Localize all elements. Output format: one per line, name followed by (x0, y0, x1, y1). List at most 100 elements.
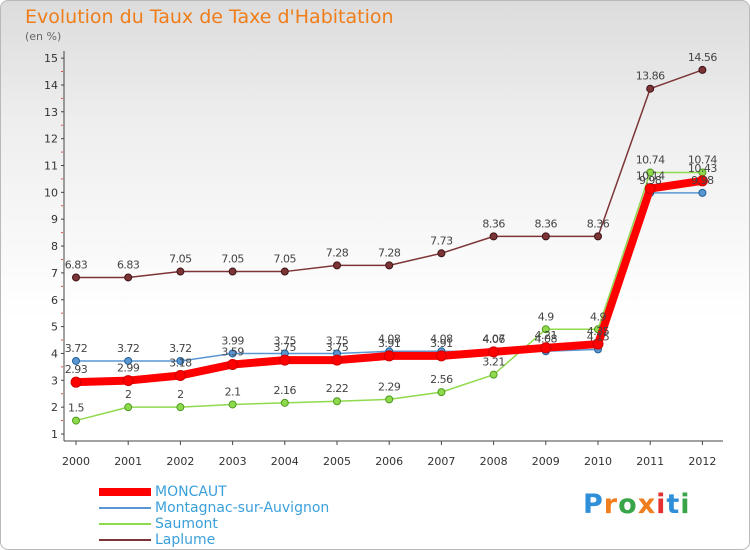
data-point (122, 375, 134, 387)
x-tick-label: 2001 (114, 455, 142, 468)
data-label: 2.1 (225, 385, 241, 398)
data-point (331, 354, 343, 366)
y-tick-label: 4 (51, 347, 58, 360)
data-point (280, 398, 289, 407)
data-point (541, 232, 550, 241)
data-label: 4.07 (482, 333, 505, 346)
data-label: 13.86 (636, 70, 665, 83)
data-point (488, 346, 500, 358)
data-point (489, 232, 498, 241)
data-label: 7.05 (221, 253, 244, 266)
data-label: 10.74 (688, 153, 717, 166)
logo-letter: i (656, 489, 667, 520)
data-label: 4.9 (590, 310, 606, 323)
data-point (280, 267, 289, 276)
x-tick-label: 2005 (323, 455, 351, 468)
data-label: 4.08 (378, 332, 401, 345)
data-point (385, 395, 394, 404)
data-point (228, 267, 237, 276)
data-point (489, 370, 498, 379)
data-label: 2 (177, 388, 184, 401)
y-tick-label: 7 (51, 267, 58, 280)
data-label: 14.56 (688, 51, 717, 64)
data-point (385, 261, 394, 270)
data-label: 6.83 (65, 258, 88, 271)
logo-letter: P (583, 489, 604, 520)
data-point (592, 338, 604, 350)
data-label: 2.29 (378, 380, 401, 393)
logo-letter: o (618, 489, 638, 520)
y-tick-label: 5 (51, 321, 58, 334)
y-tick-label: 14 (44, 79, 58, 92)
data-point (174, 369, 186, 381)
data-label: 10.74 (636, 153, 665, 166)
data-label: 3.75 (274, 341, 297, 354)
data-label: 10.14 (636, 170, 665, 183)
x-tick-label: 2011 (636, 455, 664, 468)
data-label: 3.21 (482, 356, 505, 369)
legend: MONCAUT Montagnac-sur-Auvignon Saumont Lapl… (99, 484, 329, 548)
y-tick-label: 1 (51, 428, 58, 441)
data-label: 4.21 (535, 329, 558, 342)
x-tick-label: 2010 (584, 455, 612, 468)
x-tick-label: 2006 (375, 455, 403, 468)
data-point (279, 354, 291, 366)
data-label: 4.9 (538, 310, 554, 323)
data-point (594, 232, 602, 241)
data-label: 7.28 (378, 246, 401, 259)
data-point (72, 416, 80, 425)
data-point (646, 84, 655, 93)
data-label: 4.08 (535, 332, 558, 345)
data-point (333, 261, 341, 270)
data-label: 8.36 (482, 217, 505, 230)
data-label: 3.99 (221, 334, 244, 347)
data-point (70, 376, 82, 388)
data-point (383, 350, 395, 362)
data-label: 3.18 (169, 356, 192, 369)
data-label: 3.75 (274, 334, 297, 347)
data-point (227, 358, 239, 370)
x-tick-label: 2008 (480, 455, 508, 468)
logo-letter: r (603, 489, 619, 520)
data-label: 3.72 (169, 342, 192, 355)
legend-label: Montagnac-sur-Auvignon (155, 500, 330, 516)
data-label: 10.43 (688, 162, 717, 175)
y-tick-label: 12 (44, 133, 58, 146)
data-label: 4.06 (482, 333, 505, 346)
data-label: 4.08 (430, 332, 453, 345)
y-tick-label: 2 (51, 401, 58, 414)
legend-item: Laplume (99, 532, 329, 548)
data-point (176, 356, 185, 365)
data-label: 3.75 (326, 341, 349, 354)
data-label: 7.05 (274, 253, 297, 266)
data-label: 3.91 (378, 337, 401, 350)
data-label: 7.28 (326, 246, 349, 259)
legend-item: Montagnac-sur-Auvignon (99, 500, 329, 516)
data-point (176, 403, 185, 412)
data-label: 3.75 (326, 334, 349, 347)
unit-label: (en %) (25, 30, 62, 43)
legend-swatch (99, 507, 151, 509)
data-label: 7.73 (430, 234, 453, 247)
data-point (540, 342, 552, 354)
data-point (124, 403, 133, 412)
data-label: 3.59 (221, 345, 244, 358)
data-point (228, 400, 237, 409)
data-point (333, 397, 341, 406)
legend-label: Saumont (155, 516, 218, 532)
logo-letter: t (666, 489, 681, 520)
y-tick-label: 11 (44, 160, 58, 173)
legend-swatch (99, 523, 151, 525)
x-tick-label: 2007 (427, 455, 455, 468)
y-tick-label: 6 (51, 294, 58, 307)
data-label: 2.93 (65, 363, 88, 376)
data-label: 3.91 (430, 337, 453, 350)
data-label: 2.56 (430, 373, 453, 386)
chart-title: Evolution du Taux de Taxe d'Habitation (25, 6, 394, 28)
data-label: 8.36 (587, 217, 610, 230)
data-label: 3.72 (65, 342, 88, 355)
data-point (437, 249, 446, 258)
data-label: 9.98 (691, 174, 714, 187)
x-tick-label: 2012 (688, 455, 716, 468)
